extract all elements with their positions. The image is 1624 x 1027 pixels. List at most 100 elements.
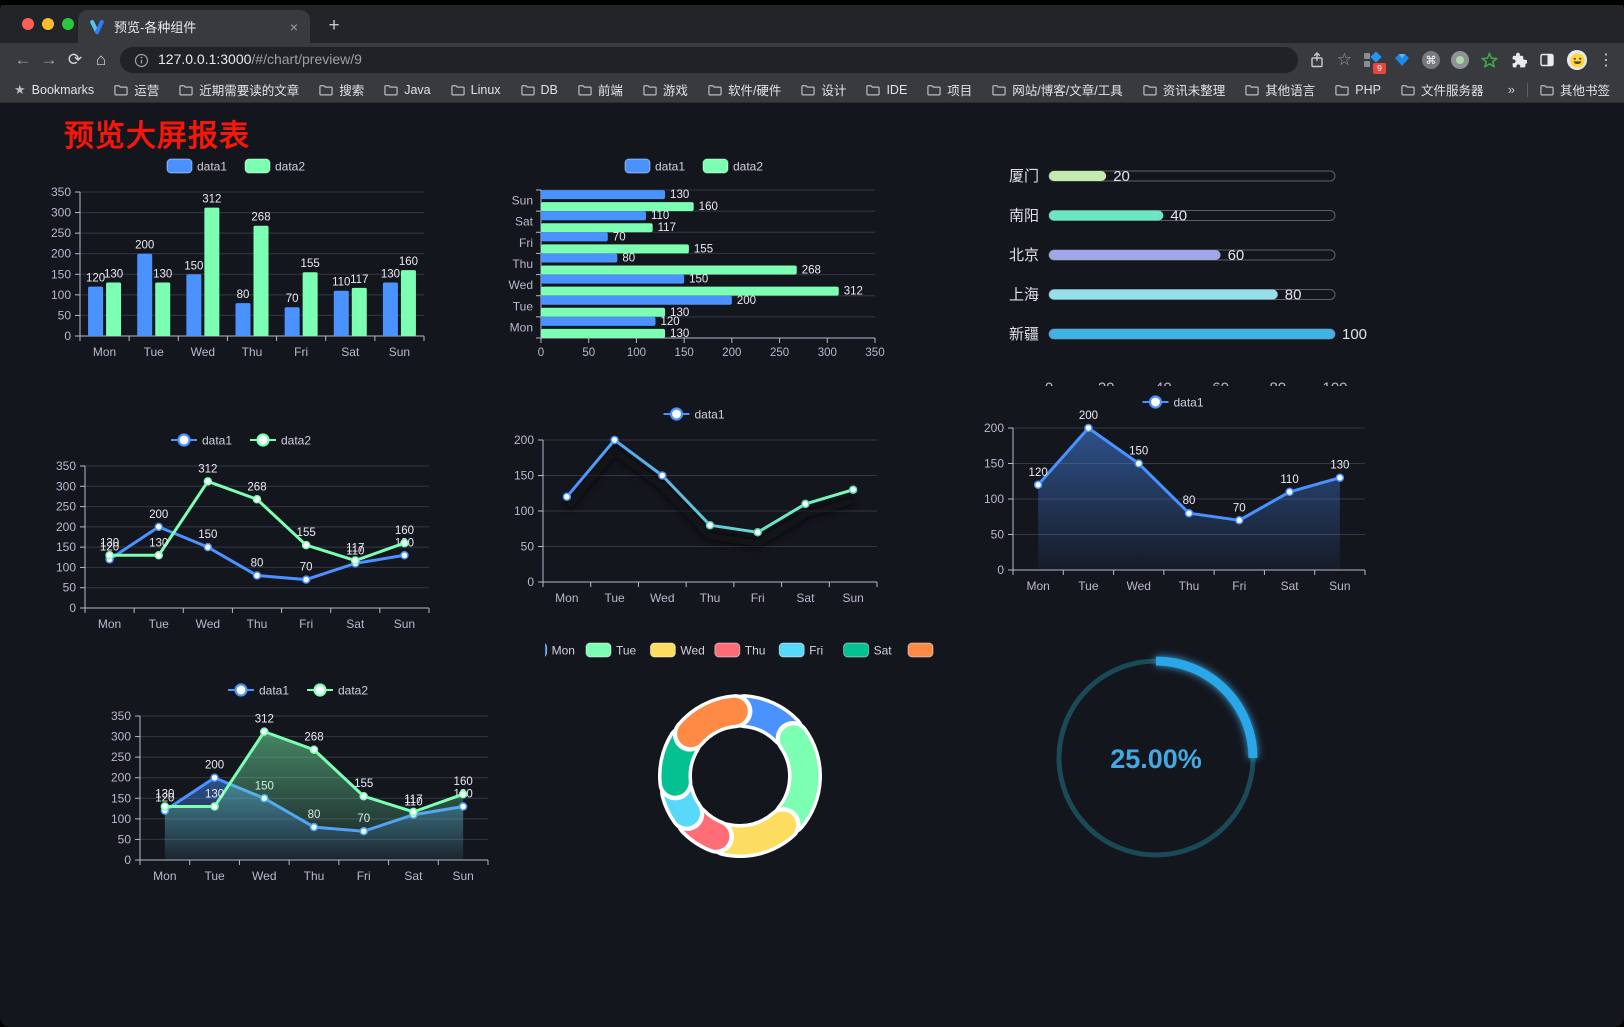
legend-item-Fri[interactable]: Fri bbox=[778, 642, 823, 658]
bookmark-item[interactable]: PHP bbox=[1335, 83, 1381, 97]
menu-kebab-icon[interactable]: ⋮ bbox=[1598, 52, 1614, 69]
svg-text:268: 268 bbox=[251, 212, 270, 224]
bookmark-item[interactable]: 设计 bbox=[801, 80, 846, 99]
bookmark-item[interactable]: Linux bbox=[450, 83, 501, 97]
legend-item-Sun[interactable]: Sun bbox=[907, 642, 959, 658]
legend-item-data1[interactable]: data1 bbox=[166, 158, 227, 174]
legend-item-data1[interactable]: data1 bbox=[663, 407, 725, 422]
svg-text:155: 155 bbox=[694, 243, 713, 255]
bookmark-item[interactable]: 软件/硬件 bbox=[708, 80, 781, 99]
minimize-window-button[interactable] bbox=[42, 18, 54, 30]
svg-text:Thu: Thu bbox=[745, 644, 766, 658]
side-panel-icon[interactable] bbox=[1538, 51, 1556, 69]
svg-text:300: 300 bbox=[111, 730, 131, 744]
svg-text:100: 100 bbox=[51, 288, 71, 302]
svg-text:Wed: Wed bbox=[191, 345, 215, 359]
svg-text:Fri: Fri bbox=[1232, 579, 1246, 593]
svg-text:Thu: Thu bbox=[304, 869, 325, 883]
svg-text:data2: data2 bbox=[338, 684, 368, 698]
legend-item-data2[interactable]: data2 bbox=[244, 158, 305, 174]
svg-text:Wed: Wed bbox=[1126, 579, 1150, 593]
bookmark-item[interactable]: 项目 bbox=[927, 80, 972, 99]
legend-item-Mon[interactable]: Mon bbox=[521, 642, 575, 658]
svg-text:150: 150 bbox=[514, 469, 534, 483]
record-extension-icon[interactable] bbox=[1451, 51, 1469, 69]
legend-item-data2[interactable]: data2 bbox=[250, 433, 311, 448]
svg-text:130: 130 bbox=[1330, 460, 1349, 472]
profile-avatar-emoji-icon[interactable] bbox=[1567, 50, 1587, 70]
reload-icon[interactable]: ⟳ bbox=[67, 50, 83, 69]
bookmarks-overflow-chevron[interactable]: » bbox=[1507, 82, 1515, 97]
share-icon[interactable] bbox=[1308, 51, 1326, 69]
bookmark-item[interactable]: 文件服务器 bbox=[1401, 80, 1484, 99]
home-icon[interactable]: ⌂ bbox=[95, 50, 107, 69]
legend-item-data1[interactable]: data1 bbox=[624, 158, 685, 174]
legend-item-data2[interactable]: data2 bbox=[702, 158, 763, 174]
svg-text:350: 350 bbox=[111, 709, 131, 723]
bookmarks-root[interactable]: ★ Bookmarks bbox=[14, 82, 94, 98]
svg-text:160: 160 bbox=[395, 525, 414, 537]
bookmark-item[interactable]: 运营 bbox=[114, 80, 159, 99]
bookmark-star-icon[interactable]: ☆ bbox=[1336, 50, 1352, 69]
green-star-extension-icon[interactable] bbox=[1480, 51, 1498, 69]
svg-text:150: 150 bbox=[675, 347, 694, 359]
legend-item-data1[interactable]: data1 bbox=[1142, 395, 1204, 410]
svg-text:155: 155 bbox=[301, 258, 320, 270]
command-extension-icon[interactable]: ⌘ bbox=[1422, 51, 1440, 69]
legend-item-Sat[interactable]: Sat bbox=[843, 642, 893, 658]
legend-item-Wed[interactable]: Wed bbox=[649, 642, 705, 658]
svg-text:50: 50 bbox=[118, 832, 132, 846]
bookmark-item[interactable]: 近期需要读的文章 bbox=[179, 80, 299, 99]
bookmark-item[interactable]: 搜索 bbox=[319, 80, 364, 99]
legend-item-data1[interactable]: data1 bbox=[171, 433, 232, 448]
svg-text:Sat: Sat bbox=[1281, 579, 1300, 593]
bookmark-item[interactable]: 前端 bbox=[578, 80, 623, 99]
svg-text:Sat: Sat bbox=[404, 869, 423, 883]
legend-item-data1[interactable]: data1 bbox=[228, 683, 289, 698]
bookmark-item[interactable]: IDE bbox=[866, 83, 907, 97]
svg-text:160: 160 bbox=[454, 776, 473, 788]
bookmark-item[interactable]: Java bbox=[384, 83, 431, 97]
bookmark-item[interactable]: DB bbox=[520, 83, 558, 97]
svg-text:110: 110 bbox=[1280, 474, 1298, 486]
svg-text:130: 130 bbox=[670, 189, 689, 201]
svg-text:200: 200 bbox=[56, 520, 76, 534]
legend-item-Thu[interactable]: Thu bbox=[714, 642, 766, 658]
svg-text:110: 110 bbox=[651, 210, 669, 222]
other-bookmarks[interactable]: 其他书签 bbox=[1540, 80, 1610, 99]
svg-text:Thu: Thu bbox=[700, 591, 721, 605]
new-tab-button[interactable]: + bbox=[328, 15, 340, 36]
bookmark-label: 软件/硬件 bbox=[727, 84, 782, 98]
bookmark-item[interactable]: 资讯未整理 bbox=[1143, 80, 1225, 99]
traffic-lights bbox=[22, 18, 74, 30]
svg-text:Mon: Mon bbox=[555, 591, 578, 605]
gem-extension-icon[interactable] bbox=[1393, 51, 1411, 69]
address-bar[interactable]: 127.0.0.1:3000/#/chart/preview/9 bbox=[120, 47, 1298, 73]
svg-text:80: 80 bbox=[237, 289, 250, 301]
forward-icon[interactable]: → bbox=[40, 50, 58, 69]
legend-item-Tue[interactable]: Tue bbox=[585, 642, 637, 658]
svg-text:南阳: 南阳 bbox=[1009, 208, 1039, 225]
bookmark-item[interactable]: 网站/博客/文章/工具 bbox=[992, 80, 1123, 99]
legend-item-data2[interactable]: data2 bbox=[307, 683, 368, 698]
folder-icon bbox=[578, 84, 592, 95]
svg-text:厦门: 厦门 bbox=[1009, 168, 1039, 185]
close-window-button[interactable] bbox=[22, 18, 34, 30]
bookmark-item[interactable]: 游戏 bbox=[643, 80, 688, 99]
browser-tab[interactable]: 预览-各种组件 × bbox=[78, 10, 310, 43]
back-icon[interactable]: ← bbox=[14, 50, 32, 69]
zoom-window-button[interactable] bbox=[62, 18, 74, 30]
bookmark-item[interactable]: 其他语言 bbox=[1245, 80, 1315, 99]
chart-line-two: 0 50 100 150 200 250 300 350 Mon Tue Wed Thu Fri Sat S… bbox=[45, 424, 441, 636]
site-info-icon[interactable] bbox=[132, 51, 150, 69]
svg-text:Mon: Mon bbox=[510, 320, 533, 334]
svg-text:117: 117 bbox=[404, 794, 422, 806]
page-content: 预览大屏报表 0 50 100 150 200 250 300 350 Mon Tue Wed Thu… bbox=[0, 103, 1624, 1027]
tab-close-icon[interactable]: × bbox=[289, 18, 298, 35]
svg-text:北京: 北京 bbox=[1009, 247, 1039, 264]
puzzle-extensions-icon[interactable] bbox=[1509, 51, 1527, 69]
page-title: 预览大屏报表 bbox=[64, 120, 250, 153]
svg-text:268: 268 bbox=[304, 732, 323, 744]
extension-grid-icon[interactable]: 9 bbox=[1363, 50, 1386, 74]
bookmark-label: 文件服务器 bbox=[1420, 84, 1484, 98]
